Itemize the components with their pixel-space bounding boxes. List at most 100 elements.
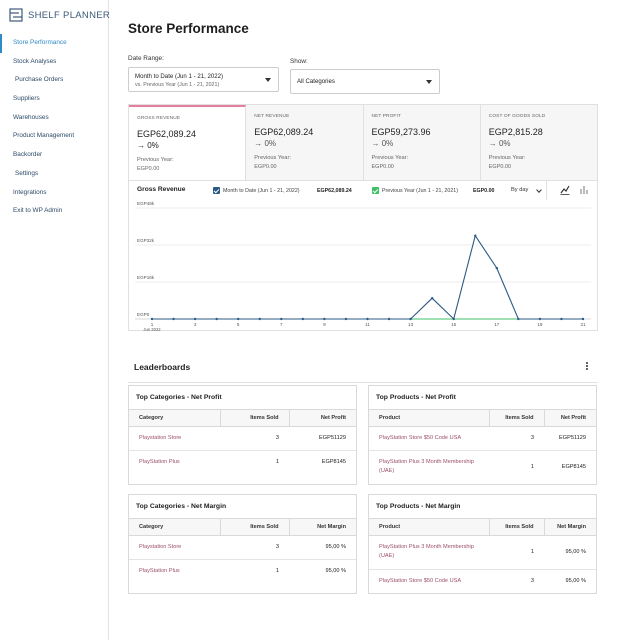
column-header[interactable]: Net Margin	[288, 519, 356, 536]
column-header[interactable]: Net Margin	[543, 519, 596, 536]
column-header[interactable]: Category	[129, 519, 220, 536]
legend-current-checkbox[interactable]	[213, 187, 220, 194]
summary-prev-label: Previous Year:	[254, 155, 291, 161]
sidebar-item-purchase-orders[interactable]: Purchase Orders	[15, 76, 64, 84]
column-header[interactable]: Product	[369, 410, 489, 427]
sidebar-item-store-performance[interactable]: Store Performance	[0, 34, 109, 53]
column-header[interactable]: Net Profit	[288, 410, 356, 427]
x-axis-sublabel: Jun 2022	[143, 327, 161, 331]
line-chart-icon[interactable]	[560, 185, 570, 195]
product-link[interactable]: PlayStation Store $50 Code USA	[369, 426, 489, 451]
more-options-icon[interactable]	[583, 361, 591, 373]
column-header[interactable]: Product	[369, 519, 489, 536]
y-tick-label: EGP0	[137, 312, 150, 317]
leaderboard-title: Top Products - Net Profit	[369, 386, 596, 410]
category-link[interactable]: PlayStation Plus	[139, 567, 180, 574]
sidebar-item-settings[interactable]: Settings	[15, 169, 39, 177]
summary-net-revenue[interactable]: Net Revenue EGP62,089.24 → 0% Previous Y…	[246, 105, 364, 180]
sidebar-item-suppliers[interactable]: Suppliers	[13, 95, 40, 103]
divider	[128, 382, 598, 383]
summary-value: EGP59,273.96	[371, 127, 431, 137]
legend-current-value: EGP62,089.24	[317, 188, 352, 194]
leaderboards-title: Leaderboards	[134, 362, 191, 372]
product-link[interactable]: PlayStation Store $50 Code USA	[379, 577, 462, 584]
main-content: Store Performance Date Range: Month to D…	[114, 0, 627, 640]
items-sold-cell: 1	[489, 535, 544, 570]
interval-select[interactable]: By day	[511, 187, 529, 193]
table-header-row: Product Items Sold Net Profit	[369, 410, 596, 427]
data-point	[258, 317, 261, 321]
summary-prev-value: EGP0.00	[371, 164, 394, 170]
date-range-compare: vs. Previous Year (Jun 1 - 21, 2021)	[135, 82, 220, 88]
items-sold-cell: 1	[530, 464, 534, 471]
table-header-row: Product Items Sold Net Margin	[369, 519, 596, 536]
data-point	[172, 317, 175, 321]
legend-previous-checkbox[interactable]	[372, 187, 379, 194]
summary-delta: → 0%	[137, 141, 159, 150]
category-link[interactable]: PlayStation Plus	[139, 458, 180, 465]
data-point	[344, 317, 348, 321]
leaderboard-table: Category Items Sold Net Profit Playstati…	[129, 410, 356, 474]
data-point	[495, 266, 498, 270]
summary-cost-of-goods-sold[interactable]: Cost of Goods Sold EGP2,815.28 → 0% Prev…	[480, 105, 597, 180]
summary-delta: → 0%	[254, 139, 277, 148]
column-header[interactable]: Items Sold	[488, 519, 544, 536]
column-header[interactable]: Net Profit	[543, 410, 596, 427]
legend-previous-label: Previous Year (Jun 1 - 21, 2021)	[382, 188, 458, 194]
table-spacer	[129, 583, 356, 593]
summary-label: Gross Revenue	[137, 116, 181, 121]
data-point	[452, 317, 455, 321]
product-link[interactable]: PlayStation Plus 3 Month Membership (UAE…	[369, 535, 489, 570]
date-range-label: Date Range:	[128, 55, 164, 62]
sidebar-item-backorder[interactable]: Backorder	[13, 151, 43, 159]
logo-text: SHELF PLANNER	[28, 9, 111, 21]
summary-value: EGP2,815.28	[488, 127, 543, 137]
column-header[interactable]: Category	[129, 410, 220, 427]
product-link[interactable]: PlayStation Plus 3 Month Membership (UAE…	[379, 459, 474, 475]
bar-chart-icon[interactable]	[579, 185, 589, 195]
x-tick-label: 11	[365, 322, 370, 327]
summary-delta: → 0%	[488, 139, 511, 148]
date-range-select[interactable]: Month to Date (Jun 1 - 21, 2022) vs. Pre…	[128, 67, 279, 92]
sidebar-item-product-management[interactable]: Product Management	[13, 132, 75, 140]
sidebar-item-integrations[interactable]: Integrations	[13, 188, 47, 196]
summary-net-profit[interactable]: Net Profit EGP59,273.96 → 0% Previous Ye…	[363, 105, 481, 180]
items-sold-cell: 1	[275, 568, 279, 575]
summary-label: Cost of Goods Sold	[488, 114, 546, 119]
category-select[interactable]: All Categories	[290, 69, 440, 94]
summary-gross-revenue[interactable]: Gross Revenue EGP62,089.24 → 0% Previous…	[129, 105, 247, 180]
column-header[interactable]: Items Sold	[488, 410, 544, 427]
category-link[interactable]: Playstation Store	[129, 535, 220, 560]
data-point	[409, 317, 412, 321]
legend-current-label: Month to Date (Jun 1 - 21, 2022)	[223, 188, 300, 194]
net-margin-cell: 95,00 %	[289, 535, 356, 560]
leaderboard-title: Top Categories - Net Margin	[129, 495, 356, 519]
chevron-down-icon	[426, 80, 432, 84]
leaderboard-top-categories-net-margin: Top Categories - Net Margin Category Ite…	[128, 494, 357, 594]
logo[interactable]: SHELF PLANNER	[9, 8, 110, 22]
table-row: PlayStation Store $50 Code USA 3 EGP5112…	[369, 426, 596, 451]
summary-value: EGP62,089.24	[254, 127, 314, 137]
summary-label: Net Revenue	[254, 114, 290, 119]
net-margin-cell: 95,00 %	[565, 578, 586, 585]
table-row: Playstation Store 3 95,00 %	[129, 535, 356, 560]
leaderboard-table: Category Items Sold Net Margin Playstati…	[129, 519, 356, 583]
x-tick-label: 3	[194, 322, 197, 327]
sidebar-item-stock-analyses[interactable]: Stock Analyses	[13, 57, 57, 65]
sidebar: SHELF PLANNER Store Performance Stock An…	[0, 0, 110, 640]
divider	[546, 181, 547, 200]
show-label: Show:	[290, 58, 308, 65]
leaderboard-top-categories-net-profit: Top Categories - Net Profit Category Ite…	[128, 385, 357, 485]
x-tick-label: 7	[280, 322, 283, 327]
column-header[interactable]: Items Sold	[219, 519, 289, 536]
summary-prev-label: Previous Year:	[371, 155, 409, 161]
column-header[interactable]: Items Sold	[219, 410, 289, 427]
table-header-row: Category Items Sold Net Margin	[129, 519, 356, 536]
leaderboard-table: Product Items Sold Net Margin PlayStatio…	[369, 519, 596, 593]
sidebar-item-warehouses[interactable]: Warehouses	[13, 113, 49, 121]
sidebar-item-exit-wp-admin[interactable]: Exit to WP Admin	[13, 207, 63, 215]
data-point	[150, 317, 154, 321]
x-tick-label: 21	[580, 322, 586, 327]
data-point	[538, 317, 542, 321]
category-link[interactable]: Playstation Store	[129, 426, 220, 451]
